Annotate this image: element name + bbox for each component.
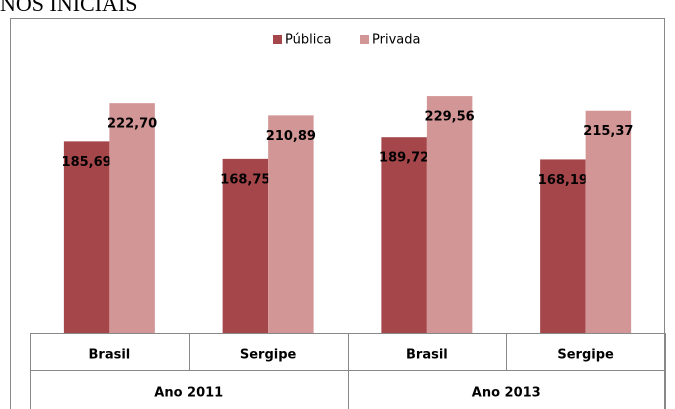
- x-tick-label: Brasil: [89, 348, 131, 363]
- x-tick-label: Brasil: [406, 348, 448, 363]
- legend-swatch: [273, 35, 282, 44]
- group-label: Ano 2013: [472, 386, 541, 401]
- value-label: 168,19: [538, 173, 588, 188]
- group-label: Ano 2011: [154, 386, 223, 401]
- bar: [585, 110, 632, 333]
- legend-label: Privada: [372, 33, 420, 48]
- value-label: 210,89: [266, 129, 316, 144]
- chart-title: NOS INICIAIS: [0, 0, 138, 16]
- bar: [426, 96, 473, 333]
- value-label: 229,56: [425, 110, 475, 125]
- value-label: 185,69: [62, 155, 112, 170]
- bar: [381, 137, 427, 333]
- bar: [268, 115, 314, 334]
- value-label: 168,75: [220, 172, 270, 187]
- chart-border: [10, 18, 665, 409]
- value-label: 215,37: [583, 124, 633, 139]
- x-tick-label: Sergipe: [557, 348, 614, 363]
- bar: [63, 141, 110, 333]
- value-label: 189,72: [379, 151, 429, 166]
- bar: [540, 159, 586, 333]
- x-tick-label: Sergipe: [240, 348, 297, 363]
- legend-swatch: [360, 35, 369, 44]
- value-label: 222,70: [107, 117, 157, 132]
- bar: [109, 103, 155, 333]
- bar: [222, 158, 269, 333]
- legend-label: Pública: [285, 33, 331, 48]
